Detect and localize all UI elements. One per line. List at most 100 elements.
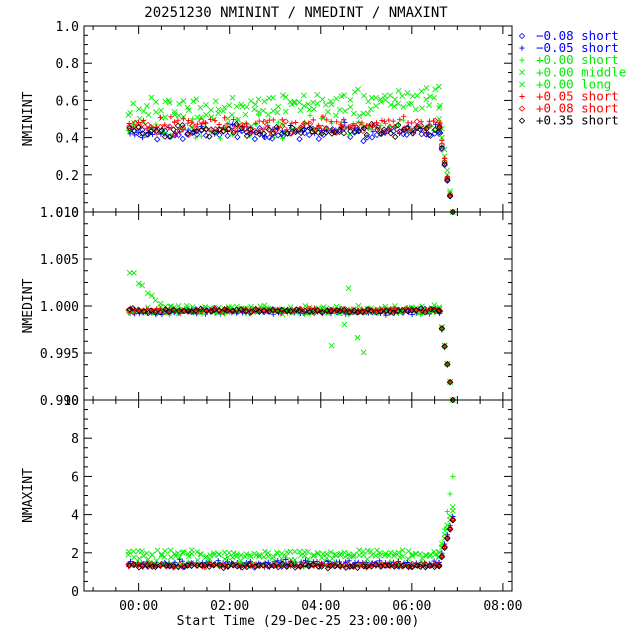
data-point	[279, 135, 285, 142]
data-point	[162, 98, 169, 105]
data-point	[238, 121, 246, 129]
data-point	[266, 134, 273, 141]
data-point	[210, 552, 217, 558]
data-point	[319, 96, 326, 103]
data-point	[170, 126, 177, 133]
data-point	[292, 564, 299, 571]
data-point	[414, 92, 421, 99]
data-point	[260, 130, 268, 137]
data-point	[436, 121, 443, 129]
data-point	[381, 118, 387, 124]
data-point	[243, 132, 251, 139]
y-tick-label: 4	[71, 509, 79, 524]
data-point	[256, 308, 263, 315]
data-point	[355, 302, 362, 309]
data-point	[351, 89, 358, 95]
data-point	[395, 87, 402, 94]
data-point	[138, 548, 145, 555]
data-point	[244, 121, 250, 127]
data-point	[287, 559, 295, 566]
data-point	[212, 117, 218, 124]
legend-label: +0.05 short	[536, 89, 619, 104]
data-point	[449, 516, 456, 523]
data-point	[320, 561, 327, 568]
data-point	[350, 551, 357, 558]
data-point	[346, 551, 352, 558]
data-point	[144, 131, 152, 138]
data-point	[310, 99, 317, 106]
data-point	[307, 112, 313, 118]
data-point	[202, 126, 210, 133]
legend-label: +0.08 short	[536, 101, 619, 116]
data-point	[161, 133, 169, 140]
data-point	[153, 99, 159, 105]
data-point	[198, 114, 205, 121]
plot-frame	[83, 25, 513, 213]
data-point	[297, 107, 304, 114]
legend-marker	[518, 105, 526, 112]
data-point	[230, 127, 237, 134]
y-tick-label: 0.4	[56, 132, 80, 147]
data-point	[319, 124, 326, 131]
data-point	[144, 560, 152, 567]
y-tick-label: 1.000	[40, 300, 79, 315]
data-point	[382, 307, 389, 314]
data-point	[318, 563, 325, 570]
panel-nmaxint: 0 2 4 6 8 10 NMAXINT	[21, 394, 513, 600]
data-point	[234, 563, 241, 570]
data-point	[296, 135, 303, 143]
data-point	[372, 561, 380, 569]
data-point	[190, 98, 197, 105]
data-point	[153, 109, 159, 116]
data-point	[383, 128, 390, 135]
data-point	[395, 560, 402, 567]
data-point	[152, 562, 160, 569]
data-point	[149, 552, 156, 558]
data-point	[441, 544, 448, 551]
data-point	[172, 119, 178, 125]
data-point	[418, 88, 425, 95]
panel-nmedint: 0.990 0.995 1.000 1.005 1.010 NMEDINT	[21, 206, 513, 409]
data-point	[192, 307, 199, 314]
data-point	[145, 112, 152, 118]
data-point	[269, 555, 276, 561]
data-point	[126, 124, 133, 132]
data-point	[291, 98, 298, 105]
data-point	[426, 122, 433, 129]
data-point	[242, 308, 249, 315]
data-point	[336, 562, 344, 569]
data-point	[386, 561, 394, 569]
data-point	[210, 550, 217, 556]
data-point	[167, 303, 173, 310]
legend-marker	[519, 57, 525, 63]
data-point	[399, 307, 406, 314]
data-point	[367, 307, 375, 314]
data-point	[409, 553, 415, 559]
data-point	[202, 125, 210, 133]
data-point	[417, 126, 424, 133]
plot-frame	[83, 399, 513, 592]
data-point	[190, 116, 196, 122]
data-point	[300, 126, 308, 133]
data-point	[208, 116, 214, 123]
data-point	[221, 306, 228, 313]
data-point	[157, 309, 164, 316]
data-point	[446, 525, 454, 532]
data-point	[273, 549, 280, 556]
data-point	[405, 308, 412, 315]
data-point	[399, 93, 406, 99]
data-point	[346, 309, 353, 316]
data-point	[386, 562, 394, 570]
data-point	[188, 560, 195, 567]
data-point	[423, 85, 430, 91]
data-point	[247, 561, 254, 569]
data-point	[180, 98, 187, 104]
data-point	[221, 124, 228, 131]
data-point	[220, 564, 227, 572]
data-point	[143, 103, 150, 109]
y-tick-label: 1.005	[40, 253, 79, 268]
y-axis-label: NMAXINT	[21, 468, 36, 523]
data-point	[256, 125, 263, 132]
data-point	[444, 535, 451, 542]
data-point	[377, 130, 385, 138]
